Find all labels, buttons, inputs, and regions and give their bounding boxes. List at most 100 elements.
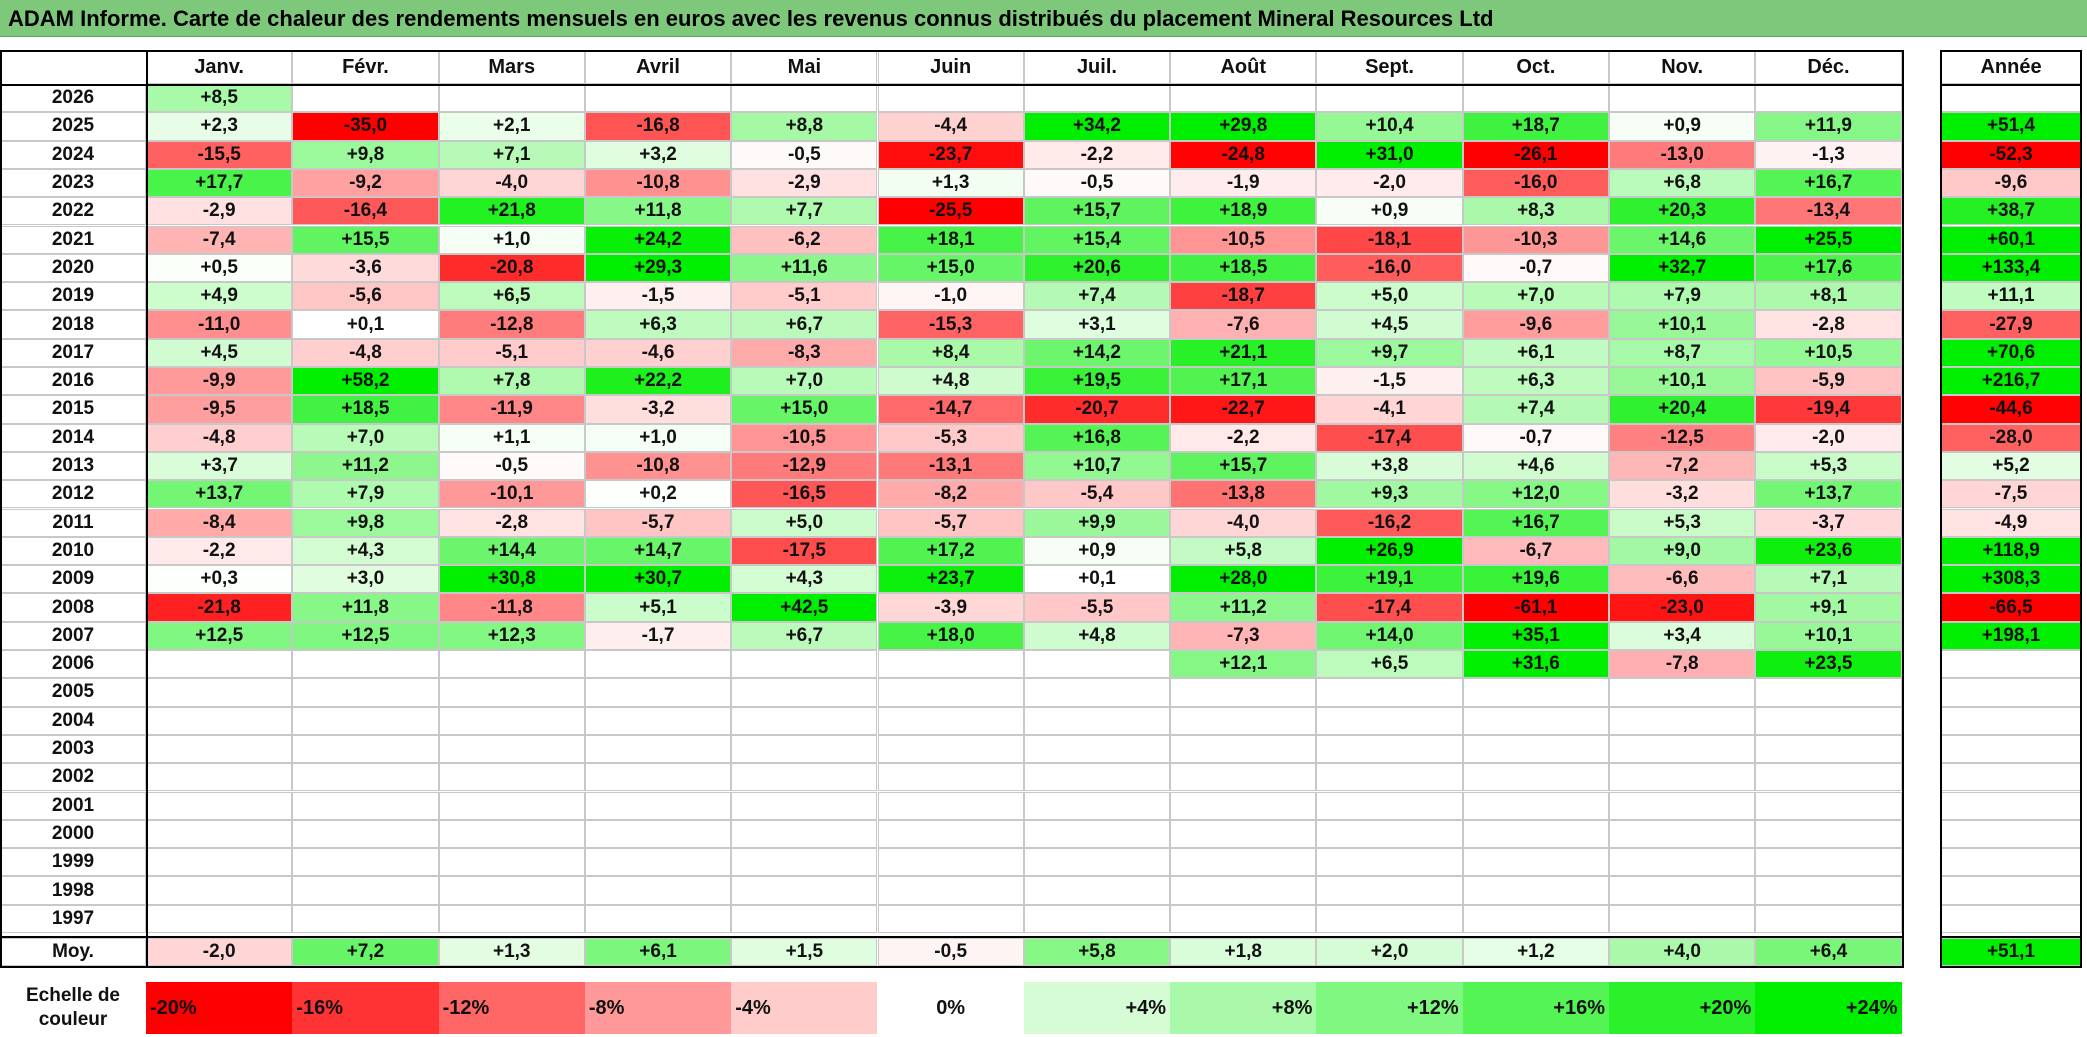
heatmap-cell (1462, 678, 1609, 707)
heatmap-cell (438, 678, 585, 707)
heatmap-cell: -10,8 (584, 451, 732, 481)
month-header: Août (1170, 50, 1317, 84)
heatmap-cell: +8,5 (146, 84, 293, 113)
heatmap-cell: -11,0 (146, 310, 293, 339)
heatmap-cell: +3,4 (1609, 621, 1756, 650)
heatmap-cell (1755, 763, 1902, 792)
annual-cell: +60,1 (1940, 225, 2082, 254)
heatmap-cell (877, 763, 1024, 792)
heatmap-cell (1316, 819, 1463, 849)
heatmap-cell (1170, 734, 1317, 764)
heatmap-cell: +1,0 (438, 225, 585, 254)
heatmap-cell (877, 734, 1024, 764)
heatmap-cell: +18,5 (1170, 253, 1317, 283)
heatmap-cell: -13,0 (1609, 140, 1756, 169)
heatmap-cell: -9,2 (292, 168, 439, 198)
heatmap-cell (292, 904, 439, 933)
heatmap-cell: +4,9 (146, 282, 293, 311)
heatmap-cell (438, 819, 585, 849)
annual-cell: +308,3 (1940, 565, 2082, 594)
heatmap-cell: +34,2 (1023, 112, 1171, 141)
heatmap-cell: +9,8 (292, 508, 439, 537)
heatmap-cell: +6,7 (731, 310, 878, 339)
heatmap-cell: -4,4 (877, 112, 1024, 141)
heatmap-cell: +12,3 (438, 621, 585, 650)
heatmap-cell (292, 848, 439, 877)
heatmap-cell: +19,1 (1316, 565, 1463, 594)
heatmap-cell: +6,7 (731, 621, 878, 650)
heatmap-cell: +25,5 (1755, 225, 1902, 254)
heatmap-cell: +18,1 (877, 225, 1024, 254)
average-cell: +1,3 (438, 938, 585, 966)
annual-cell (1940, 848, 2082, 877)
heatmap-cell: -12,5 (1609, 423, 1756, 452)
heatmap-cell: -2,9 (731, 168, 878, 198)
heatmap-cell: +7,4 (1023, 282, 1171, 311)
color-scale-swatch: -12% (438, 982, 585, 1034)
heatmap-cell: +6,5 (438, 282, 585, 311)
year-label: 2001 (0, 791, 146, 820)
month-header: Déc. (1755, 50, 1902, 84)
heatmap-cell (877, 84, 1024, 113)
heatmap-cell (292, 791, 439, 820)
average-cell: +7,2 (292, 938, 439, 966)
average-cell: +4,0 (1609, 938, 1756, 966)
year-label: 2011 (0, 508, 146, 537)
heatmap-cell: +5,3 (1609, 508, 1756, 537)
heatmap-cell: -5,1 (438, 338, 585, 367)
heatmap-cell: +18,7 (1462, 112, 1609, 141)
heatmap-cell: +32,7 (1609, 253, 1756, 283)
heatmap-cell (1609, 819, 1756, 849)
heatmap-cell: +17,7 (146, 168, 293, 198)
heatmap-cell: +4,5 (146, 338, 293, 367)
color-scale-swatch: 0% (877, 982, 1024, 1034)
heatmap-cell: +18,5 (292, 395, 439, 424)
heatmap-cell (731, 84, 878, 113)
heatmap-cell: +7,1 (438, 140, 585, 169)
heatmap-cell: +3,1 (1023, 310, 1171, 339)
heatmap-cell: -0,7 (1462, 253, 1609, 283)
heatmap-cell: +15,7 (1023, 197, 1171, 226)
heatmap-cell: +10,1 (1609, 310, 1756, 339)
annual-cell (1940, 791, 2082, 820)
heatmap-cell: -7,6 (1170, 310, 1317, 339)
scale-label: Echelle de couleur (0, 982, 146, 1034)
annual-cell: -4,9 (1940, 508, 2082, 537)
heatmap-cell (1170, 84, 1317, 113)
annual-cell: +70,6 (1940, 338, 2082, 367)
heatmap-cell (731, 763, 878, 792)
heatmap-cell: -10,5 (1170, 225, 1317, 254)
heatmap-cell (1023, 848, 1171, 877)
heatmap-cell: -4,1 (1316, 395, 1463, 424)
annual-header: Année (1940, 50, 2082, 84)
heatmap-cell (1023, 734, 1171, 764)
average-divider (1940, 936, 2082, 938)
heatmap-cell (1316, 763, 1463, 792)
heatmap-cell: -3,9 (877, 593, 1024, 622)
heatmap-cell: -10,1 (438, 480, 585, 509)
heatmap-cell: +14,2 (1023, 338, 1171, 367)
heatmap-cell: +7,9 (292, 480, 439, 509)
heatmap-cell (438, 904, 585, 933)
annual-cell: +198,1 (1940, 621, 2082, 650)
heatmap-cell: +9,7 (1316, 338, 1463, 367)
annual-cell: -52,3 (1940, 140, 2082, 169)
heatmap-cell: -24,8 (1170, 140, 1317, 169)
heatmap-cell (292, 734, 439, 764)
heatmap-cell (146, 678, 293, 707)
average-annual-cell: +51,1 (1940, 938, 2082, 966)
heatmap-cell (1023, 650, 1171, 679)
heatmap-cell: +7,9 (1609, 282, 1756, 311)
heatmap-cell: +10,1 (1755, 621, 1902, 650)
heatmap-cell: +6,8 (1609, 168, 1756, 198)
heatmap-cell: +4,3 (292, 536, 439, 566)
heatmap-cell: +10,4 (1316, 112, 1463, 141)
heatmap-cell: -4,0 (1170, 508, 1317, 537)
heatmap-cell: +7,8 (438, 367, 585, 396)
heatmap-cell (1755, 791, 1902, 820)
average-cell: +6,1 (584, 938, 732, 966)
annual-cell: -44,6 (1940, 395, 2082, 424)
annual-cell: -27,9 (1940, 310, 2082, 339)
average-label: Moy. (0, 938, 146, 966)
